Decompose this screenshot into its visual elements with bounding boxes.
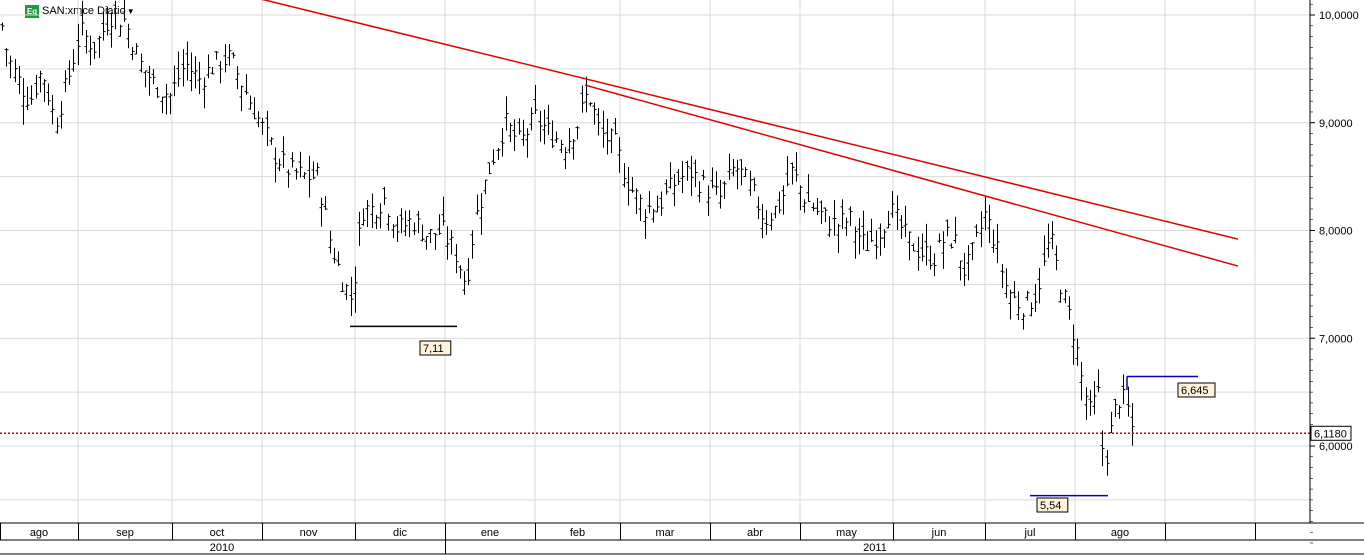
year-label: 2011 — [863, 542, 887, 554]
month-label: ene — [481, 527, 499, 539]
chevron-down-icon[interactable]: ▼ — [126, 6, 135, 16]
y-tick-label: 9,0000 — [1319, 118, 1353, 130]
month-label: feb — [570, 527, 585, 539]
trendline — [584, 84, 1239, 267]
month-label: mar — [656, 527, 675, 539]
annotation-label: 5,54 — [1040, 500, 1061, 512]
chart-grid — [0, 0, 1310, 523]
annotation-label: 7,11 — [423, 343, 444, 355]
month-label: sep — [116, 527, 134, 539]
equity-badge: Eq — [25, 4, 39, 18]
y-tick-label: 10,0000 — [1319, 10, 1359, 22]
chart-lines — [0, 0, 1310, 497]
y-tick-label: 6,0000 — [1319, 441, 1353, 453]
month-label: jun — [931, 527, 947, 539]
current-price-tag — [1310, 425, 1352, 441]
ohlc-bars — [0, 0, 1135, 476]
month-label: abr — [747, 527, 763, 539]
chart-labels: 7,11 5,54 6,645 — [419, 340, 1216, 513]
month-label: ago — [1111, 527, 1129, 539]
month-label: nov — [300, 527, 318, 539]
y-tick-label: 7,0000 — [1319, 333, 1353, 345]
current-price-label: 6,1180 — [1314, 428, 1347, 440]
annotation-box — [1036, 497, 1069, 513]
month-label: may — [836, 527, 857, 539]
month-label: dic — [393, 527, 408, 539]
annotation-label: 6,645 — [1181, 385, 1209, 397]
annotation-box — [1177, 382, 1216, 398]
month-label: oct — [210, 527, 225, 539]
symbol-title[interactable]: SAN:xmce Diario — [42, 5, 126, 17]
annotation-box — [419, 340, 452, 356]
month-label: ago — [30, 527, 48, 539]
trendline — [261, 0, 1239, 240]
chart-header: Eq SAN:xmce Diario ▼ — [25, 4, 135, 18]
month-label: jul — [1023, 527, 1035, 539]
year-label: 2010 — [210, 542, 234, 554]
y-tick-label: 8,0000 — [1319, 226, 1353, 238]
